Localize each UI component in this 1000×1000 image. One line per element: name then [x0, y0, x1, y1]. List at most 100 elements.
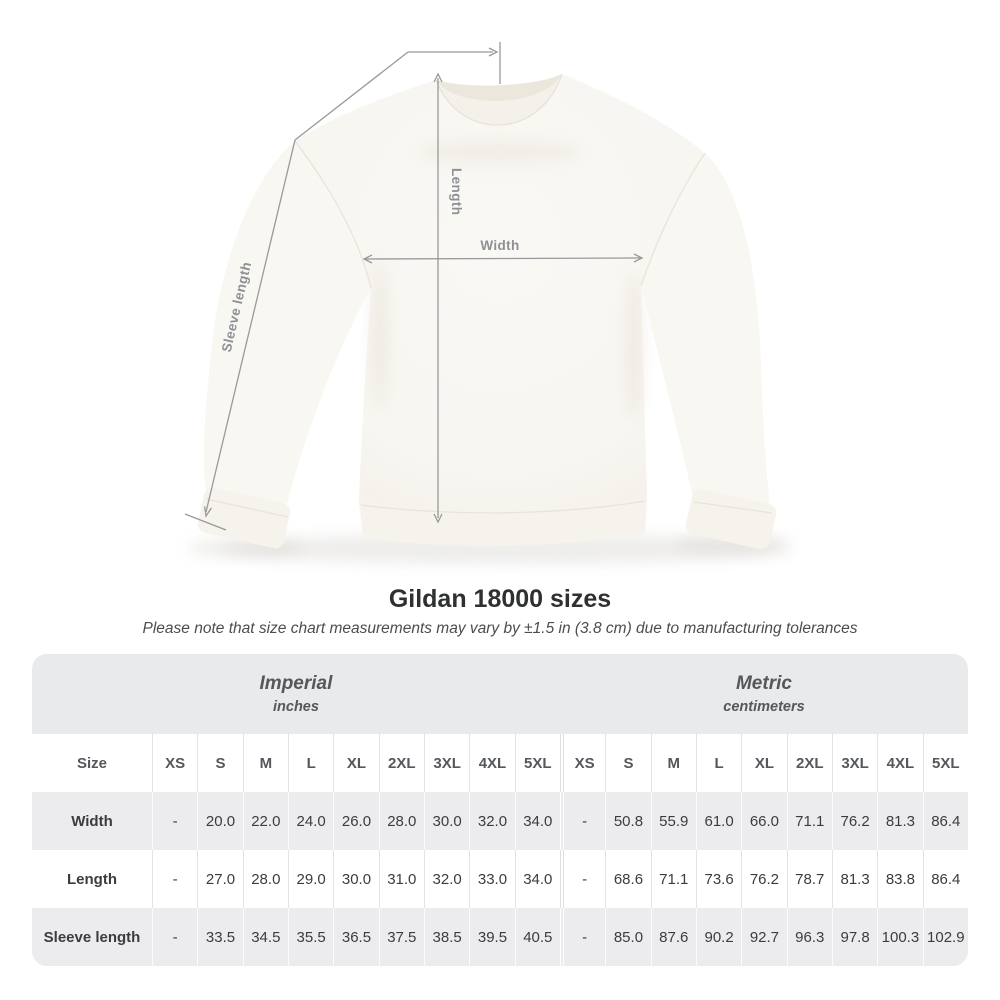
value-cell: 39.5: [469, 908, 515, 966]
value-cell: 29.0: [287, 850, 334, 908]
value-cell: 81.3: [831, 850, 878, 908]
size-cell: L: [287, 734, 334, 792]
value-cell: 86.4: [922, 792, 968, 850]
value-cell: 87.6: [650, 908, 696, 966]
table-row-length: Length - 27.0 28.0 29.0 30.0 31.0 32.0 3…: [32, 850, 968, 908]
left-sleeve: [203, 141, 371, 508]
value-cell: 55.9: [650, 792, 696, 850]
value-cell: 50.8: [605, 792, 651, 850]
value-cell: -: [559, 908, 606, 966]
tolerance-note: Please note that size chart measurements…: [142, 620, 858, 637]
unit-group-row: Imperial inches Metric centimeters: [32, 654, 968, 734]
right-cuff: [685, 488, 777, 550]
fabric-shading: [370, 139, 644, 420]
sweatshirt-body: [295, 74, 705, 510]
value-cell: -: [152, 908, 198, 966]
size-cell: S: [197, 734, 243, 792]
value-cell: 34.5: [242, 908, 288, 966]
sleeve-length-arrow: [184, 42, 501, 531]
size-cell: L: [695, 734, 742, 792]
sweatshirt-size-diagram: Length Width Sleeve length: [184, 42, 791, 564]
value-cell: 73.6: [695, 850, 742, 908]
value-cell: -: [152, 850, 198, 908]
size-cell: 4XL: [469, 734, 515, 792]
value-cell: 30.0: [423, 792, 470, 850]
value-cell: 33.5: [197, 908, 243, 966]
value-cell: 71.1: [786, 792, 832, 850]
value-cell: 90.2: [695, 908, 742, 966]
size-cell: 5XL: [922, 734, 968, 792]
hem-band: [359, 498, 647, 546]
value-cell: 33.0: [469, 850, 515, 908]
imperial-group-header: Imperial inches: [32, 654, 560, 734]
measurement-lines: [184, 42, 644, 531]
imperial-group-label: Imperial: [259, 673, 333, 694]
metric-group-header: Metric centimeters: [559, 654, 968, 734]
collar-inside-back: [436, 74, 562, 102]
size-header-label: Size: [32, 734, 152, 792]
value-cell: 30.0: [333, 850, 379, 908]
size-cell: 2XL: [378, 734, 424, 792]
size-cell: M: [650, 734, 696, 792]
value-cell: 28.0: [242, 850, 288, 908]
value-cell: 76.2: [831, 792, 878, 850]
value-cell: 96.3: [786, 908, 832, 966]
value-cell: 28.0: [378, 792, 424, 850]
width-arrow: [362, 253, 644, 264]
right-sleeve: [641, 153, 770, 506]
page-title: Gildan 18000 sizes: [388, 585, 612, 613]
value-cell: 83.8: [877, 850, 923, 908]
size-cell: 3XL: [423, 734, 470, 792]
table-row-width: Width - 20.0 22.0 24.0 26.0 28.0 30.0 32…: [32, 792, 968, 850]
value-cell: 31.0: [378, 850, 424, 908]
value-cell: 97.8: [831, 908, 878, 966]
size-cell: XL: [333, 734, 379, 792]
collar-seam: [435, 73, 563, 126]
right-armhole-seam: [640, 152, 706, 287]
value-cell: 78.7: [786, 850, 832, 908]
size-cell: 2XL: [786, 734, 832, 792]
value-cell: 66.0: [741, 792, 787, 850]
size-cell: XS: [559, 734, 606, 792]
row-label: Sleeve length: [32, 908, 152, 966]
value-cell: 40.5: [514, 908, 560, 966]
size-cell: XL: [741, 734, 787, 792]
size-header-row: Size XS S M L XL 2XL 3XL 4XL 5XL XS S M …: [32, 734, 968, 792]
left-armhole-seam: [294, 140, 372, 289]
length-arrow: [433, 72, 443, 524]
value-cell: -: [152, 792, 198, 850]
value-cell: 102.9: [922, 908, 968, 966]
size-chart-table: Imperial inches Metric centimeters Size …: [32, 654, 968, 966]
row-label: Width: [32, 792, 152, 850]
value-cell: 61.0: [695, 792, 742, 850]
value-cell: 24.0: [287, 792, 334, 850]
value-cell: 34.0: [514, 850, 560, 908]
row-label: Length: [32, 850, 152, 908]
size-cell: 4XL: [877, 734, 923, 792]
sweatshirt-illustration: [197, 73, 777, 550]
value-cell: 37.5: [378, 908, 424, 966]
value-cell: 68.6: [605, 850, 651, 908]
value-cell: 32.0: [469, 792, 515, 850]
metric-group-label: Metric: [735, 673, 792, 694]
value-cell: 26.0: [333, 792, 379, 850]
width-dimension-label: Width: [480, 238, 519, 253]
collar: [435, 73, 563, 126]
value-cell: 38.5: [423, 908, 470, 966]
value-cell: 27.0: [197, 850, 243, 908]
value-cell: 20.0: [197, 792, 243, 850]
value-cell: 85.0: [605, 908, 651, 966]
metric-group-sublabel: centimeters: [723, 699, 805, 715]
value-cell: 35.5: [287, 908, 334, 966]
size-cell: S: [605, 734, 651, 792]
value-cell: -: [559, 792, 606, 850]
value-cell: 71.1: [650, 850, 696, 908]
value-cell: -: [559, 850, 606, 908]
left-cuff: [197, 487, 291, 549]
value-cell: 76.2: [741, 850, 787, 908]
value-cell: 100.3: [877, 908, 923, 966]
value-cell: 32.0: [423, 850, 470, 908]
value-cell: 36.5: [333, 908, 379, 966]
collar-band: [436, 74, 562, 126]
value-cell: 34.0: [514, 792, 560, 850]
